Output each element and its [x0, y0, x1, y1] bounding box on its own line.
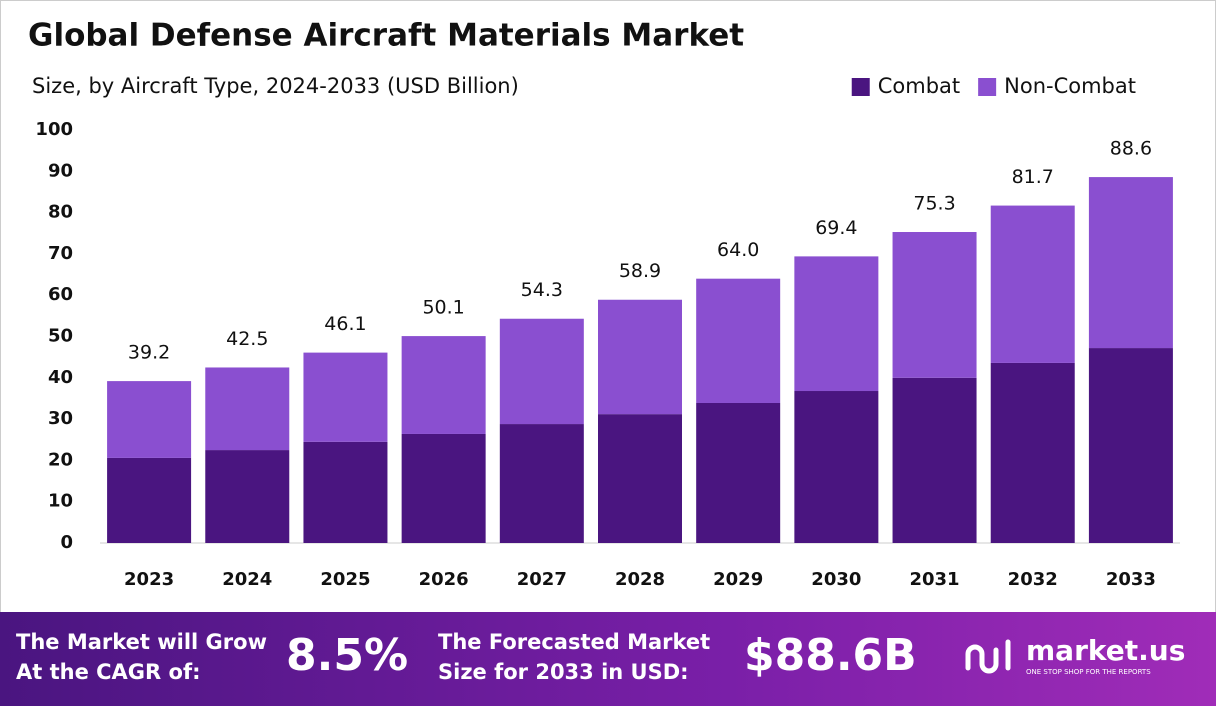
- total-label: 39.2: [128, 342, 170, 364]
- forecast-text: Size for 2033 in USD:: [438, 660, 689, 684]
- x-tick-label: 2023: [124, 569, 174, 590]
- bar-segment: [205, 367, 290, 451]
- bar-segment: [696, 402, 781, 543]
- y-tick-label: 70: [48, 243, 73, 264]
- bar-segment: [205, 450, 290, 543]
- legend-label: Non-Combat: [1004, 74, 1136, 98]
- y-tick-label: 90: [48, 160, 73, 181]
- bar-segment: [107, 457, 192, 543]
- bar-segment: [794, 256, 879, 392]
- bar-segment: [794, 391, 879, 543]
- chart-title: Global Defense Aircraft Materials Market: [28, 18, 744, 54]
- bar-segment: [303, 352, 388, 442]
- y-tick-label: 50: [48, 326, 73, 347]
- bar-segment: [1088, 348, 1173, 543]
- forecast-value: $88.6B: [744, 630, 917, 681]
- bar-segment: [303, 441, 388, 543]
- legend-swatch: [978, 78, 997, 96]
- x-tick-label: 2024: [222, 569, 272, 590]
- x-tick-label: 2031: [909, 569, 959, 590]
- logo-icon: [965, 639, 1011, 674]
- bar-segment: [107, 381, 192, 458]
- x-tick-label: 2030: [811, 569, 861, 590]
- y-tick-label: 40: [48, 367, 73, 388]
- cagr-text: At the CAGR of:: [16, 660, 201, 684]
- brand: market.us: [1026, 634, 1185, 667]
- legend-label: Combat: [878, 74, 960, 98]
- x-tick-label: 2026: [419, 569, 469, 590]
- bar-segment: [598, 414, 682, 543]
- bar-segment: [990, 362, 1075, 543]
- x-tick-label: 2025: [320, 569, 370, 590]
- legend-swatch: [851, 78, 870, 96]
- bar-segment: [892, 377, 977, 543]
- y-tick-label: 10: [48, 491, 73, 512]
- total-label: 81.7: [1012, 166, 1054, 188]
- x-tick-label: 2029: [713, 569, 763, 590]
- footer-band: [0, 612, 1216, 706]
- forecast-text: The Forecasted Market: [438, 630, 710, 654]
- x-tick-label: 2027: [517, 569, 567, 590]
- cagr-value: 8.5%: [286, 630, 408, 681]
- cagr-text: The Market will Grow: [16, 630, 267, 654]
- bar-segment: [499, 424, 584, 543]
- bar-segment: [990, 205, 1075, 363]
- y-tick-label: 30: [48, 408, 73, 429]
- x-tick-label: 2032: [1008, 569, 1058, 590]
- total-label: 64.0: [717, 239, 759, 261]
- bar-segment: [598, 299, 682, 415]
- total-label: 75.3: [913, 193, 955, 215]
- y-tick-label: 60: [48, 284, 73, 305]
- tagline: ONE STOP SHOP FOR THE REPORTS: [1026, 668, 1151, 676]
- y-tick-label: 80: [48, 202, 73, 223]
- bar-segment: [401, 336, 486, 434]
- y-tick-label: 100: [35, 119, 73, 140]
- total-label: 69.4: [815, 217, 857, 239]
- total-label: 46.1: [324, 313, 366, 335]
- total-label: 58.9: [619, 260, 661, 282]
- bar-segment: [401, 433, 486, 543]
- chart-subtitle: Size, by Aircraft Type, 2024-2033 (USD B…: [32, 74, 519, 98]
- y-tick-label: 20: [48, 449, 73, 470]
- bar-segment: [499, 318, 584, 425]
- bar-segment: [696, 278, 781, 403]
- bar-segment: [892, 232, 977, 378]
- total-label: 50.1: [422, 297, 464, 319]
- bar-segment: [1088, 177, 1173, 349]
- y-tick-label: 0: [60, 532, 73, 553]
- x-tick-label: 2033: [1106, 569, 1156, 590]
- total-label: 88.6: [1110, 138, 1152, 160]
- total-label: 54.3: [521, 279, 563, 301]
- x-tick-label: 2028: [615, 569, 665, 590]
- total-label: 42.5: [226, 328, 268, 350]
